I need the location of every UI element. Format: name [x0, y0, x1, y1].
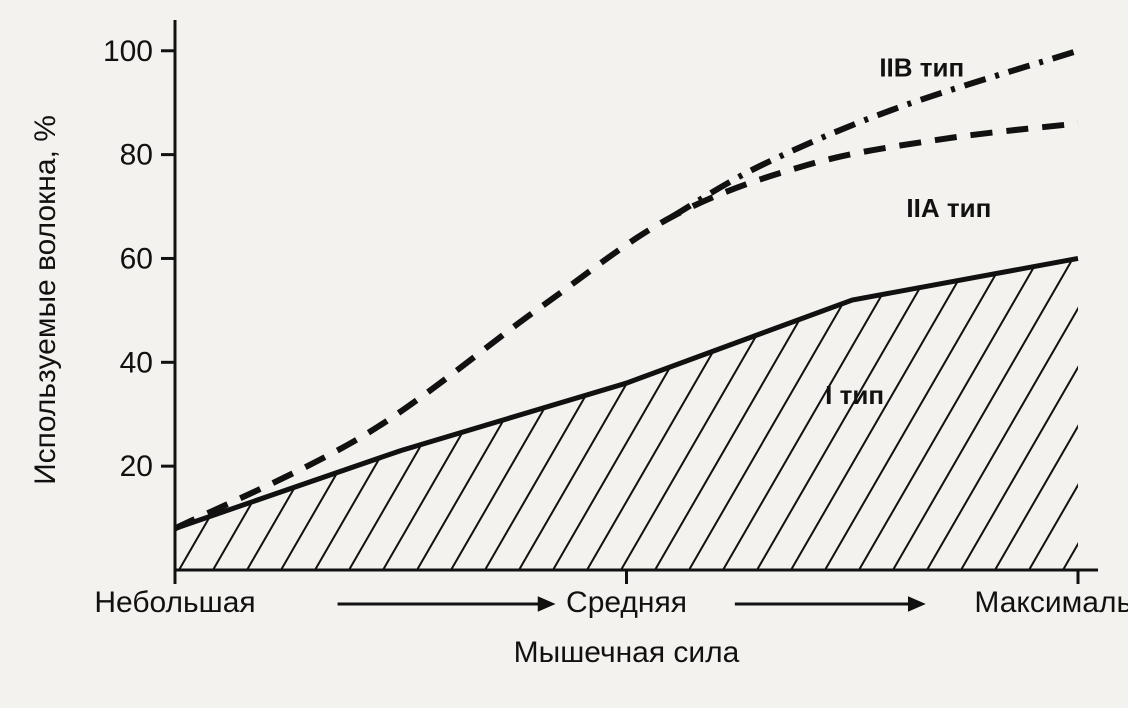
y-tick-label: 100: [103, 35, 153, 68]
x-category-label: Средняя: [566, 586, 687, 619]
x-arrow-head: [538, 597, 554, 611]
series-label-type_IIB: IIВ тип: [879, 53, 964, 83]
series-line-type_IIA: [175, 123, 1078, 528]
chart-svg: I тип IIА тип IIВ тип 20 40 60 80 100 Небольшая С…: [0, 0, 1128, 708]
y-tick-label: 20: [120, 450, 153, 483]
x-category-label: Максимальная: [974, 586, 1128, 619]
type-I-hatch-area: [0, 30, 1128, 570]
y-tick-label: 80: [120, 139, 153, 172]
y-tick-label: 40: [120, 346, 153, 379]
y-tick-label: 60: [120, 242, 153, 275]
fiber-recruitment-chart: I тип IIА тип IIВ тип 20 40 60 80 100 Небольшая С…: [0, 0, 1128, 708]
series-label-type_IIA: IIА тип: [906, 193, 991, 223]
series-line-type_I: [175, 258, 1078, 528]
y-axis-title: Используемые волокна, %: [29, 115, 62, 485]
x-category-label: Небольшая: [94, 586, 255, 619]
series-label-type_I: I тип: [825, 380, 884, 410]
x-axis-title: Мышечная сила: [514, 636, 740, 669]
x-arrow-head: [908, 597, 924, 611]
